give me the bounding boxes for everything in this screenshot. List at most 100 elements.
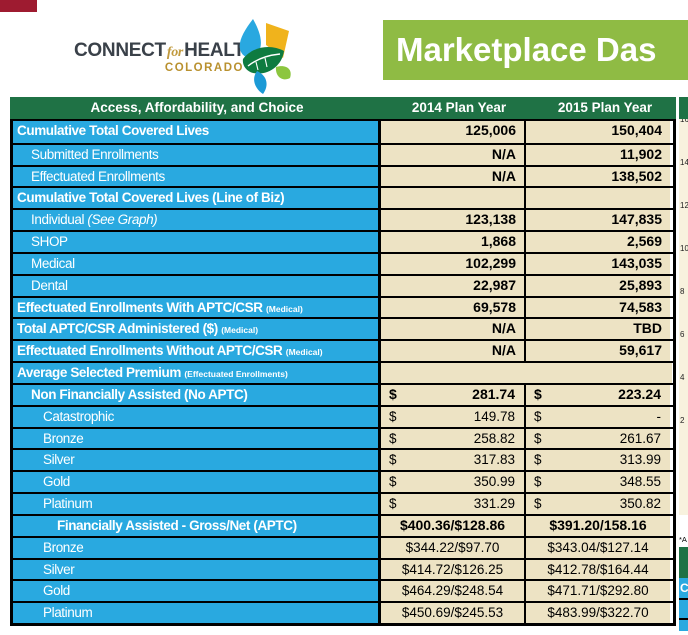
table-row: Cumulative Total Covered Lives (Line of … bbox=[13, 186, 673, 209]
row-label: Silver bbox=[13, 450, 381, 471]
row-label: Silver bbox=[13, 559, 381, 580]
value-cell: $317.83 bbox=[381, 450, 526, 471]
table-row: Gold $464.29/$248.54 $471.71/$292.80 bbox=[13, 579, 673, 602]
row-label: Average Selected Premium (Effectuated En… bbox=[13, 363, 381, 383]
value-cell: N/A bbox=[381, 319, 526, 340]
row-label: Cumulative Total Covered Lives (Line of … bbox=[13, 188, 381, 209]
row-label: Medical bbox=[13, 253, 381, 274]
red-corner-fragment bbox=[0, 0, 37, 12]
row-label: Individual (See Graph) bbox=[13, 210, 381, 231]
value-cell: $313.99 bbox=[526, 450, 670, 471]
chart-axis-tick-label: 12 bbox=[680, 201, 688, 210]
value-cell: $223.24 bbox=[526, 384, 670, 405]
second-section-rows: C bbox=[679, 578, 688, 635]
value-cell: $ - bbox=[526, 406, 670, 427]
table-row: Silver $317.83 $313.99 bbox=[13, 448, 673, 471]
value-cell: $350.99 bbox=[381, 472, 526, 493]
value-cell: $412.78/$164.44 bbox=[526, 559, 670, 580]
merged-value-cell bbox=[381, 363, 672, 383]
row-label: Effectuated Enrollments Without APTC/CSR… bbox=[13, 341, 381, 362]
row-label: Platinum bbox=[13, 494, 381, 514]
table-row: Catastrophic $149.78 $ - bbox=[13, 404, 673, 427]
row-label: Financially Assisted - Gross/Net (APTC) bbox=[13, 515, 381, 536]
header-access-affordability-choice: Access, Affordability, and Choice bbox=[90, 100, 304, 115]
page-title: Marketplace Das bbox=[383, 20, 688, 80]
row-label: Total APTC/CSR Administered ($) (Medical… bbox=[13, 319, 381, 340]
value-cell: $471.71/$292.80 bbox=[526, 581, 670, 602]
second-section-row bbox=[679, 598, 688, 618]
value-cell: N/A bbox=[381, 166, 526, 187]
value-cell: 69,578 bbox=[381, 297, 526, 318]
table-row: Total APTC/CSR Administered ($) (Medical… bbox=[13, 317, 673, 340]
table-row: Platinum $450.69/$245.53 $483.99/$322.70 bbox=[13, 601, 673, 624]
table-row: Gold $350.99 $348.55 bbox=[13, 470, 673, 493]
table-row: Effectuated Enrollments Without APTC/CSR… bbox=[13, 339, 673, 362]
value-cell: 2,569 bbox=[526, 232, 670, 252]
second-section-row bbox=[679, 618, 688, 631]
table-row: Effectuated Enrollments N/A 138,502 bbox=[13, 164, 673, 187]
value-cell: $391.20/158.16 bbox=[526, 515, 670, 536]
value-cell: 1,868 bbox=[381, 232, 526, 252]
value-cell: $450.69/$245.53 bbox=[381, 603, 526, 624]
second-section-header-band bbox=[679, 547, 688, 578]
chart-axis-tick-label: 4 bbox=[680, 373, 685, 382]
value-cell: $331.29 bbox=[381, 494, 526, 514]
logo-for: for bbox=[166, 45, 184, 60]
value-cell: $344.22/$97.70 bbox=[381, 537, 526, 558]
table-row: Cumulative Total Covered Lives 125,006 150… bbox=[13, 121, 673, 143]
chart-axis-tick-label: 6 bbox=[680, 330, 685, 339]
footnote-fragment: *A bbox=[679, 534, 688, 546]
value-cell: N/A bbox=[381, 341, 526, 362]
value-cell: 25,893 bbox=[526, 275, 670, 296]
value-cell bbox=[526, 188, 670, 209]
value-cell bbox=[381, 188, 526, 209]
table-body: Cumulative Total Covered Lives 125,006 150… bbox=[10, 119, 676, 627]
row-label: Gold bbox=[13, 581, 381, 602]
value-cell: $350.82 bbox=[526, 494, 670, 514]
chart-axis-tick-label: 14 bbox=[680, 158, 688, 167]
value-cell: $414.72/$126.25 bbox=[381, 559, 526, 580]
row-label: Bronze bbox=[13, 537, 381, 558]
table-row: Submitted Enrollments N/A 11,902 bbox=[13, 142, 673, 165]
table-row: Silver $414.72/$126.25 $412.78/$164.44 bbox=[13, 557, 673, 580]
value-cell: $400.36/$128.86 bbox=[381, 515, 526, 536]
value-cell: $464.29/$248.54 bbox=[381, 581, 526, 602]
row-label: SHOP bbox=[13, 232, 381, 252]
chart-header-band bbox=[679, 97, 688, 119]
second-section-row: C bbox=[679, 578, 688, 598]
logo-wordmark: CONNECTforHEALTH bbox=[74, 40, 258, 62]
value-cell: TBD bbox=[526, 319, 670, 340]
table-row: SHOP 1,868 2,569 bbox=[13, 230, 673, 252]
value-cell: 22,987 bbox=[381, 275, 526, 296]
chart-axis-tick-label: 2 bbox=[680, 416, 685, 425]
value-cell: $281.74 bbox=[381, 384, 526, 405]
value-cell: $149.78 bbox=[381, 406, 526, 427]
table-header-row: Access, Affordability, and Choice 2014 P… bbox=[10, 97, 676, 119]
value-cell: $261.67 bbox=[526, 428, 670, 449]
value-cell: 123,138 bbox=[381, 210, 526, 231]
row-label: Effectuated Enrollments With APTC/CSR (M… bbox=[13, 297, 381, 318]
table-row: Bronze $344.22/$97.70 $343.04/$127.14 bbox=[13, 535, 673, 558]
table-row: Platinum $331.29 $350.82 bbox=[13, 492, 673, 514]
table-row: Effectuated Enrollments With APTC/CSR (M… bbox=[13, 295, 673, 318]
row-label: Effectuated Enrollments bbox=[13, 166, 381, 187]
chart-axis-tick-label: 16 bbox=[680, 119, 688, 124]
row-label: Bronze bbox=[13, 428, 381, 449]
chart-axis-strip: 16 14 12 10 8 6 4 2 bbox=[679, 119, 688, 515]
value-cell: 150,404 bbox=[526, 121, 670, 143]
logo-colorado: COLORADO™ bbox=[118, 62, 250, 74]
row-label: Submitted Enrollments bbox=[13, 144, 381, 165]
table-row: Non Financially Assisted (No APTC) $281.7… bbox=[13, 382, 673, 405]
value-cell: 11,902 bbox=[526, 144, 670, 165]
row-label: Cumulative Total Covered Lives bbox=[13, 121, 381, 143]
row-label: Gold bbox=[13, 472, 381, 493]
value-cell: 59,617 bbox=[526, 341, 670, 362]
value-cell: $258.82 bbox=[381, 428, 526, 449]
chart-axis-tick-label: 10 bbox=[680, 244, 688, 253]
table-row: Financially Assisted - Gross/Net (APTC) $… bbox=[13, 513, 673, 536]
value-cell: 74,583 bbox=[526, 297, 670, 318]
row-label: Catastrophic bbox=[13, 406, 381, 427]
value-cell: $483.99/$322.70 bbox=[526, 603, 670, 624]
leaf-logo-icon bbox=[236, 18, 294, 99]
table-row: Dental 22,987 25,893 bbox=[13, 273, 673, 296]
